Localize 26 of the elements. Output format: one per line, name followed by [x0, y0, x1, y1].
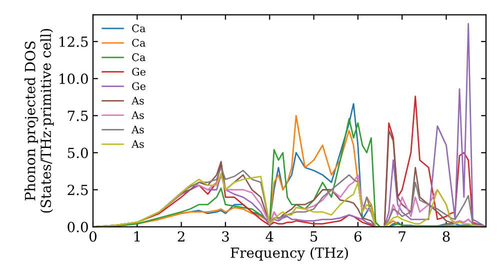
legend-label: As: [131, 140, 144, 148]
x-tick-label: 2: [178, 231, 184, 242]
legend-label: Ca: [132, 24, 146, 32]
y-tick-label: 7.5: [68, 110, 88, 122]
x-tick-label: 8: [442, 231, 450, 242]
x-tick-label: 5: [310, 231, 318, 242]
legend-label: As: [131, 96, 144, 105]
y-tick-label: 2.5: [68, 184, 88, 196]
x-tick-label: 3: [222, 231, 229, 242]
y-tick-label: 12.5: [60, 36, 88, 47]
x-tick-label: 0: [89, 231, 96, 242]
x-tick-label: 1: [134, 231, 140, 242]
y-tick-label: 5.0: [68, 148, 88, 158]
y-tick-label: 10.0: [60, 74, 88, 84]
legend-label: Ca: [132, 38, 146, 47]
legend-label: Ge: [132, 68, 146, 76]
x-tick-label: 7: [398, 231, 406, 242]
legend-label: As: [131, 126, 144, 134]
x-tick-label: 4: [266, 231, 274, 242]
x-axis-title: Frequency (THz): [230, 247, 348, 261]
legend-label: As: [131, 111, 144, 120]
legend-label: Ca: [132, 53, 146, 62]
y-axis-title: Phonon projected DOS (States/THz·primitive cell): [24, 28, 54, 213]
x-tick-label: 6: [354, 231, 362, 242]
y-tick-label: 0.0: [68, 222, 88, 232]
legend-label: Ge: [132, 82, 146, 90]
